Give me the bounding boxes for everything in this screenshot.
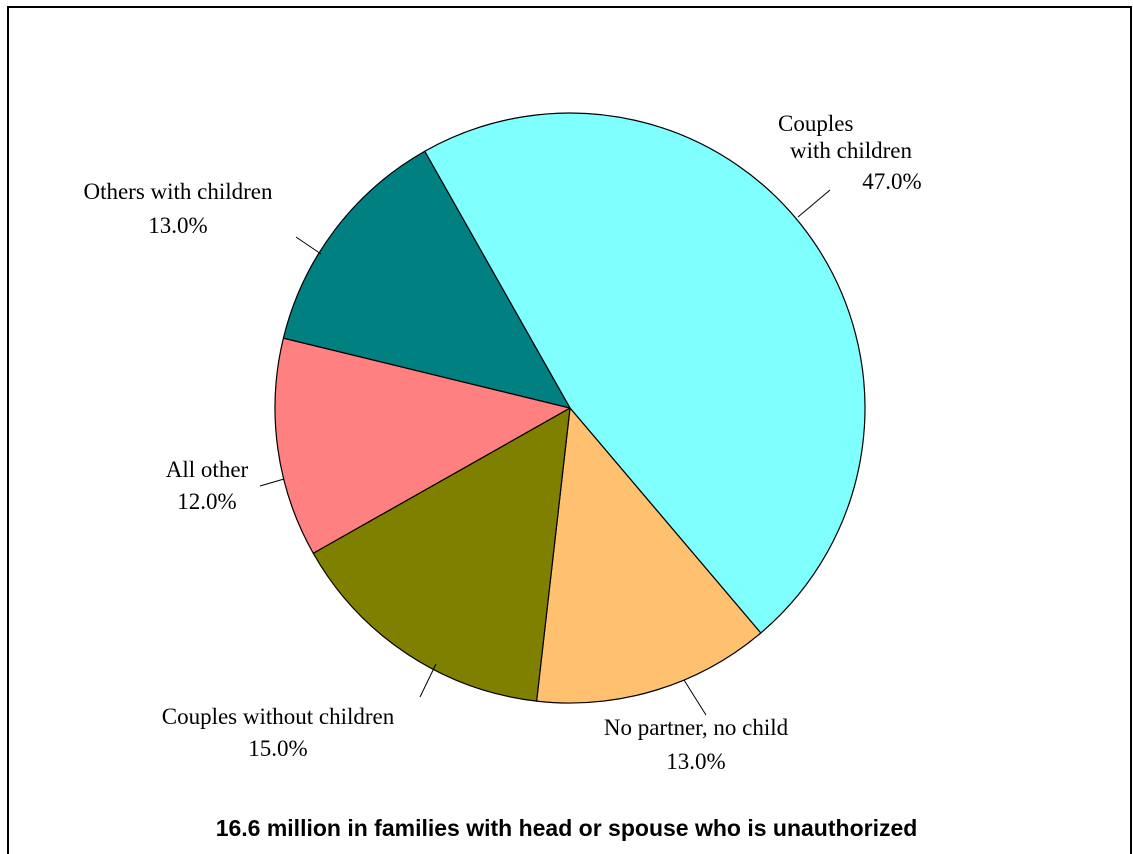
- slice-value-3: 15.0%: [248, 736, 307, 761]
- leader-line-3: [419, 663, 437, 698]
- slice-label-1: with children: [790, 138, 912, 163]
- leader-line-2: [683, 679, 707, 716]
- slice-value-2: 13.0%: [666, 749, 725, 774]
- slice-label-1: Couples: [778, 111, 853, 136]
- slice-label-5: Others with children: [83, 179, 273, 204]
- slice-value-4: 12.0%: [177, 489, 236, 514]
- pie-slice-4: [274, 337, 571, 554]
- leader-lines: [259, 189, 831, 716]
- slice-label-4: All other: [166, 457, 249, 482]
- pie-slice-2: [536, 407, 762, 704]
- leader-line-5: [295, 236, 322, 255]
- pie-slices: [274, 112, 866, 704]
- pie-slice-1: [424, 112, 866, 634]
- leader-line-1: [797, 189, 831, 218]
- pie-slice-5: [282, 150, 571, 409]
- slice-label-3: Couples without children: [162, 704, 395, 729]
- slice-value-5: 13.0%: [148, 213, 207, 238]
- slice-label-2: No partner, no child: [604, 715, 789, 740]
- chart-frame: [7, 6, 1132, 854]
- chart-title: 16.6 million in families with head or sp…: [215, 815, 918, 841]
- slice-value-1: 47.0%: [862, 169, 921, 194]
- leader-line-4: [259, 478, 285, 487]
- pie-slice-3: [312, 407, 571, 702]
